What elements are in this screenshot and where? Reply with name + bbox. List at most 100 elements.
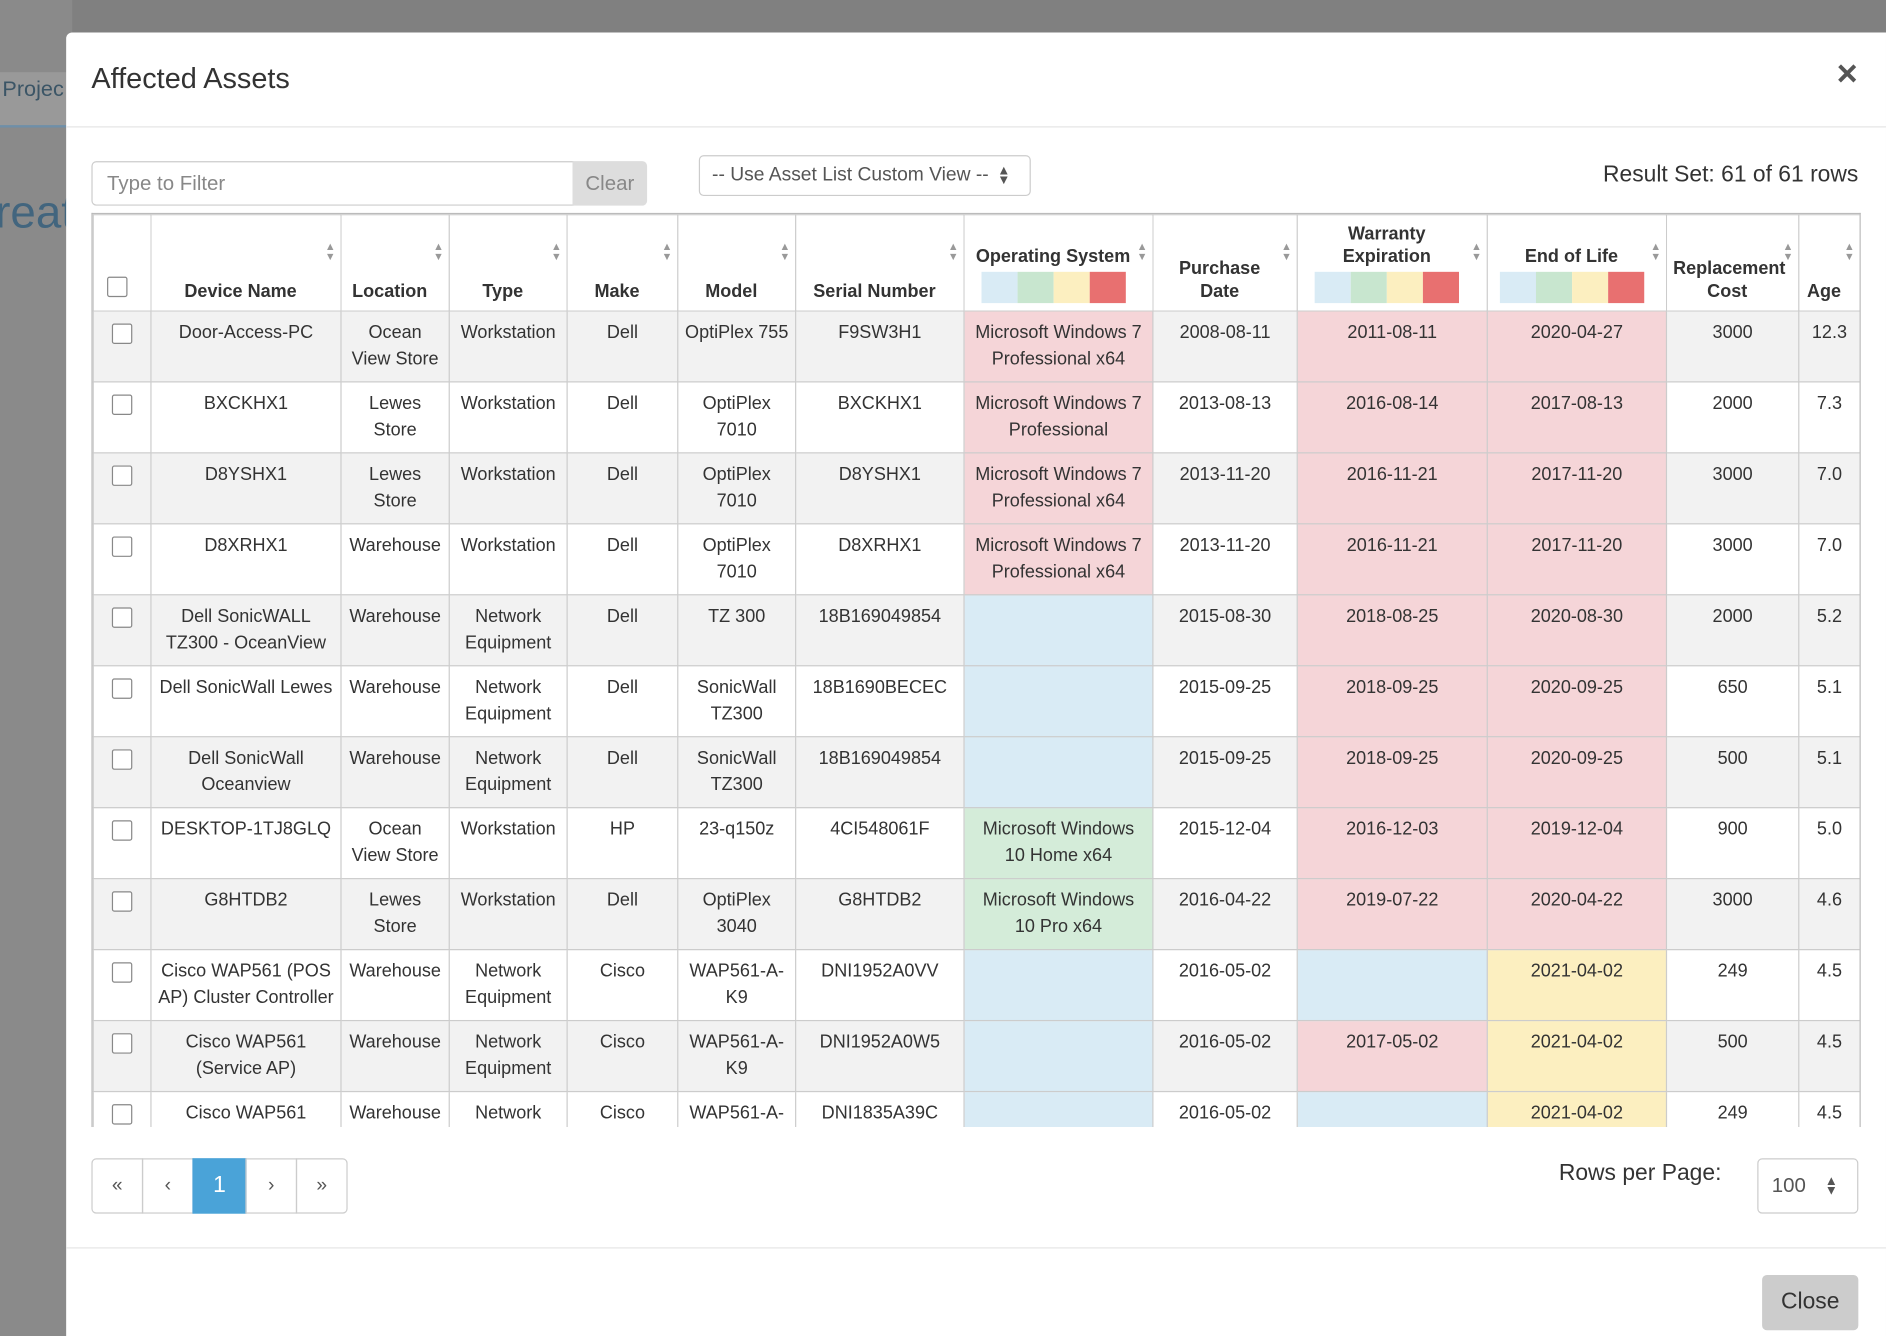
checkbox[interactable] xyxy=(111,323,133,345)
header-label: Purchase Date xyxy=(1179,258,1261,302)
checkbox-cell xyxy=(92,310,152,383)
column-header[interactable]: Location ▲ ▼ xyxy=(340,214,450,312)
sort-icon: ▲ ▼ xyxy=(947,240,959,263)
page-button[interactable]: 1 xyxy=(192,1158,247,1214)
header-label: Age xyxy=(1807,281,1842,302)
table-cell: Warehouse xyxy=(340,1090,450,1128)
header-label: Make xyxy=(594,281,640,302)
column-header[interactable]: Warranty Expiration ▲ ▼ xyxy=(1296,214,1488,312)
page-button[interactable]: › xyxy=(245,1158,298,1214)
table-cell: TZ 300 xyxy=(677,594,797,667)
table-cell xyxy=(963,949,1154,1022)
view-select[interactable]: -- Use Asset List Custom View -- ▲ ▼ xyxy=(698,155,1031,197)
table-cell: 2015-08-30 xyxy=(1152,594,1298,667)
table-cell: Lewes Store xyxy=(340,452,450,525)
checkbox[interactable] xyxy=(106,276,127,298)
sort-icon: ▲ ▼ xyxy=(1281,240,1292,263)
close-button[interactable]: Close xyxy=(1762,1274,1859,1331)
table-cell: Warehouse xyxy=(340,665,450,738)
page-button[interactable]: « xyxy=(91,1158,144,1214)
checkbox[interactable] xyxy=(111,607,133,628)
table-cell: 2019-07-22 xyxy=(1296,878,1488,951)
table-cell: 2013-11-20 xyxy=(1152,452,1298,525)
sort-icon: ▲ ▼ xyxy=(433,240,444,263)
table-cell: DNI1835A39C xyxy=(795,1090,965,1128)
table-cell: Network Equipment xyxy=(448,1019,568,1093)
legend-swatch xyxy=(1386,271,1423,304)
column-header[interactable]: Replacement Cost ▲ ▼ xyxy=(1665,214,1800,312)
filter-placeholder: Type to Filter xyxy=(107,172,226,195)
legend-swatch xyxy=(1053,271,1090,304)
table-cell: 2018-08-25 xyxy=(1296,594,1488,667)
checkbox-cell xyxy=(92,665,152,738)
table-cell xyxy=(963,736,1154,809)
table-cell xyxy=(963,1090,1154,1128)
column-header[interactable]: Operating System ▲ ▼ xyxy=(963,214,1154,312)
table-cell: 2016-04-22 xyxy=(1152,878,1298,951)
color-legend xyxy=(971,271,1136,304)
table-cell: BXCKHX1 xyxy=(150,381,342,454)
column-header[interactable]: Serial Number ▲ ▼ xyxy=(795,214,965,312)
table-cell: Door-Access-PC xyxy=(150,310,342,383)
checkbox[interactable] xyxy=(111,678,133,699)
table-cell xyxy=(1296,1090,1488,1128)
table-cell: 2016-05-02 xyxy=(1152,1019,1298,1093)
checkbox[interactable] xyxy=(111,465,133,486)
legend-swatch xyxy=(1016,271,1054,304)
table-cell: Cisco xyxy=(566,949,679,1022)
table-cell: D8XRHX1 xyxy=(795,523,965,596)
clear-button[interactable]: Clear xyxy=(572,161,648,206)
table-cell: Dell xyxy=(566,452,679,525)
table-cell: 2018-09-25 xyxy=(1296,736,1488,809)
table-cell: SonicWall TZ300 xyxy=(677,736,797,809)
rows-per-page-select[interactable]: 100 ▲ ▼ xyxy=(1757,1158,1859,1214)
table-cell: 2000 xyxy=(1665,381,1800,454)
page-button[interactable]: » xyxy=(295,1158,348,1214)
column-header[interactable]: End of Life ▲ ▼ xyxy=(1486,214,1668,312)
background-tab-bar xyxy=(0,72,73,128)
table-cell: BXCKHX1 xyxy=(795,381,965,454)
table-container: Device Name ▲ ▼ Location ▲ ▼ Type ▲ ▼ Make ▲ ▼ Model… xyxy=(91,212,1861,1128)
checkbox[interactable] xyxy=(111,820,133,841)
table-cell: Dell xyxy=(566,523,679,596)
table-cell: WAP561-A-K9 xyxy=(677,1019,797,1093)
table-cell: Dell xyxy=(566,310,679,383)
page-button[interactable]: ‹ xyxy=(141,1158,194,1214)
select-arrow: ▲ ▼ xyxy=(1824,1173,1838,1198)
header-label: End of Life xyxy=(1524,246,1619,268)
table-cell: Warehouse xyxy=(340,523,450,596)
column-header[interactable]: Age ▲ ▼ xyxy=(1798,214,1860,312)
table-cell: HP xyxy=(566,807,679,880)
table-cell: D8YSHX1 xyxy=(795,452,965,525)
column-header[interactable]: Purchase Date ▲ ▼ xyxy=(1152,214,1298,312)
table-cell: OptiPlex 755 xyxy=(677,310,797,383)
checkbox[interactable] xyxy=(111,891,133,912)
column-header[interactable]: Device Name ▲ ▼ xyxy=(150,214,342,312)
table-cell: Microsoft Windows 7 Professional xyxy=(963,381,1154,454)
checkbox[interactable] xyxy=(111,394,133,415)
table-cell: OptiPlex 3040 xyxy=(677,878,797,951)
sort-icon: ▲ ▼ xyxy=(1843,240,1855,263)
filter-input[interactable]: Type to Filter xyxy=(91,161,574,206)
table-cell xyxy=(963,665,1154,738)
table-cell: 18B169049854 xyxy=(795,594,965,667)
table-cell: 23-q150z xyxy=(677,807,797,880)
column-header[interactable]: Make ▲ ▼ xyxy=(566,214,679,312)
table-cell: Dell SonicWall Lewes xyxy=(150,665,342,738)
checkbox[interactable] xyxy=(111,1104,133,1125)
table-cell: 4.6 xyxy=(1798,878,1860,951)
column-header[interactable]: Type ▲ ▼ xyxy=(448,214,568,312)
checkbox[interactable] xyxy=(111,749,133,770)
table-row: D8XRHX1 Warehouse Workstation Dell OptiPlex … xyxy=(92,523,1860,596)
table-row: Cisco WAP561 (Service AP) Warehouse Networ… xyxy=(92,1019,1860,1093)
checkbox-cell xyxy=(92,949,152,1022)
table-cell: 7.0 xyxy=(1798,523,1860,596)
checkbox[interactable] xyxy=(111,536,133,557)
column-header[interactable]: Model ▲ ▼ xyxy=(677,214,797,312)
checkbox[interactable] xyxy=(111,1033,133,1054)
table-row: BXCKHX1 Lewes Store Workstation Dell OptiPle… xyxy=(92,381,1860,454)
table-cell: Microsoft Windows 7 Professional x64 xyxy=(963,310,1154,383)
table-cell: 7.0 xyxy=(1798,452,1860,525)
checkbox[interactable] xyxy=(111,962,133,983)
close-icon[interactable]: × xyxy=(1836,54,1858,94)
